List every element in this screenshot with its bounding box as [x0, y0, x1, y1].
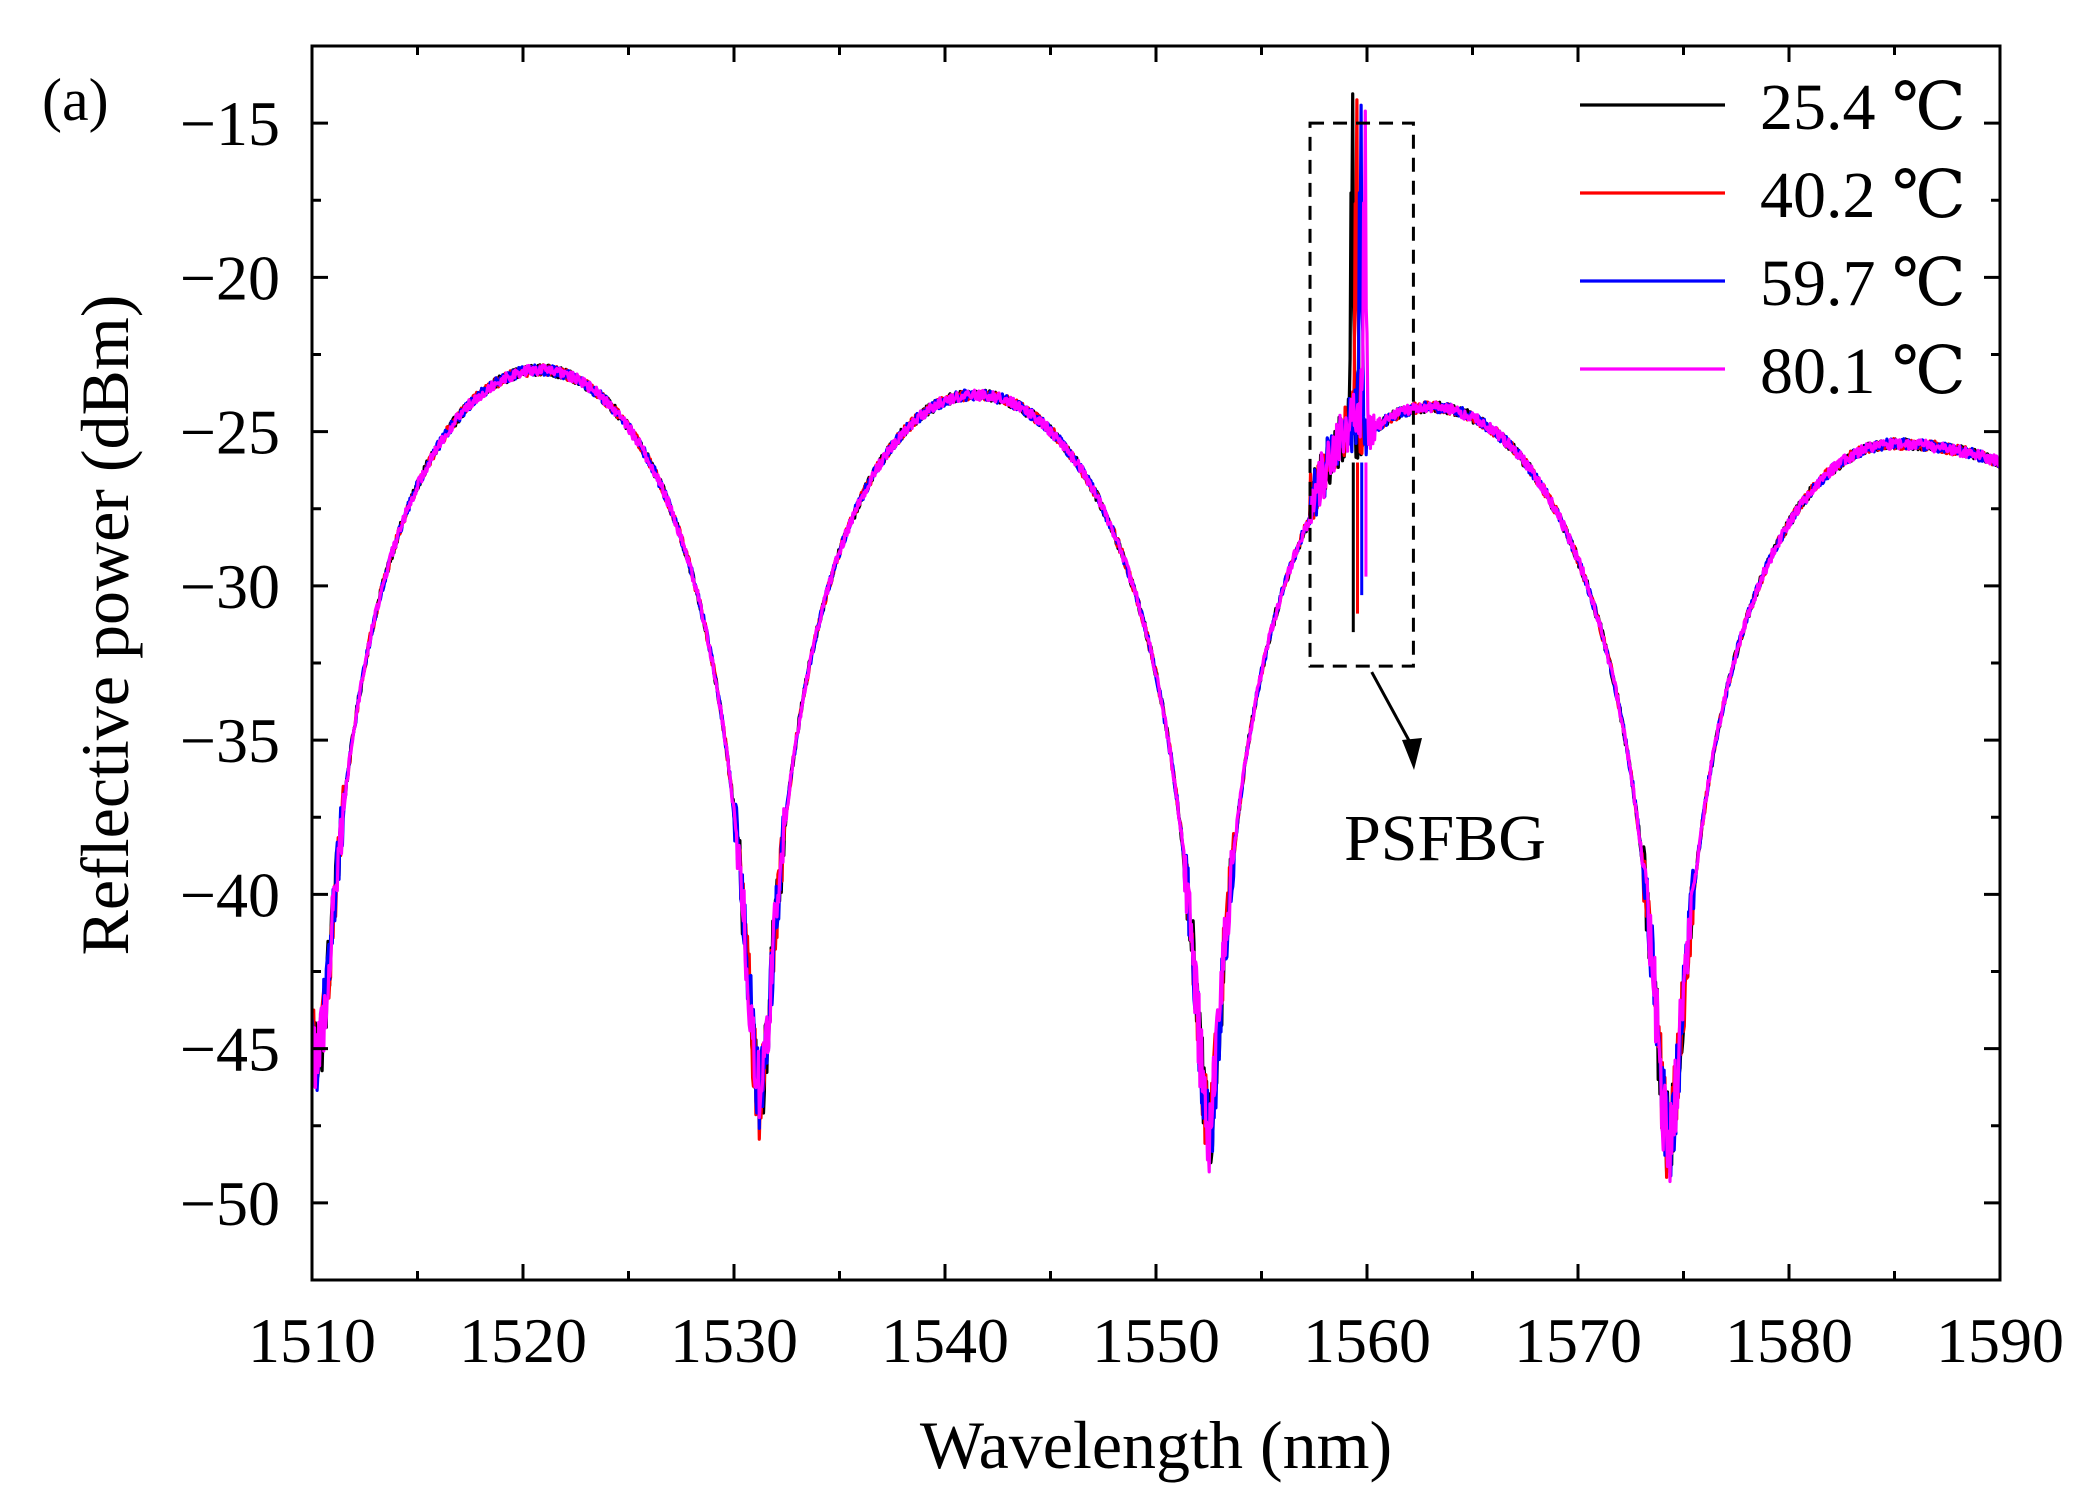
psfbg-highlight-box — [1308, 121, 1415, 668]
psfbg-annotation: PSFBG — [1308, 121, 1546, 875]
x-tick-label: 1520 — [459, 1305, 587, 1376]
x-tick-label: 1530 — [670, 1305, 798, 1376]
x-tick-label: 1560 — [1303, 1305, 1431, 1376]
series-layer — [312, 92, 2000, 1184]
y-tick-label: −30 — [180, 551, 280, 622]
x-tick-label: 1510 — [248, 1305, 376, 1376]
y-tick-label: −40 — [180, 859, 280, 930]
psfbg-arrow-shaft — [1370, 671, 1414, 747]
x-tick-label: 1550 — [1092, 1305, 1220, 1376]
series-line-4 — [312, 109, 2000, 1184]
legend-label-2: 40.2 ℃ — [1760, 159, 1966, 232]
legend: 25.4 ℃ 40.2 ℃ 59.7 ℃ 80.1 ℃ — [1580, 71, 1966, 408]
x-tick-label: 1570 — [1514, 1305, 1642, 1376]
legend-label-4: 80.1 ℃ — [1760, 335, 1966, 408]
legend-label-3: 59.7 ℃ — [1760, 247, 1966, 320]
y-tick-label: −25 — [180, 397, 280, 468]
psfbg-arrow-head — [1402, 738, 1422, 770]
y-tick-label: −45 — [180, 1014, 280, 1085]
axes: 1510 1520 1530 1540 1550 1560 1570 1580 1590 −15 −… — [180, 44, 2064, 1376]
y-tick-label: −35 — [180, 705, 280, 776]
x-tick-label: 1540 — [881, 1305, 1009, 1376]
x-tick-label: 1590 — [1936, 1305, 2064, 1376]
psfbg-label: PSFBG — [1344, 802, 1546, 875]
y-tick-label: −15 — [180, 88, 280, 159]
y-tick-label: −50 — [180, 1168, 280, 1239]
y-axis-title: Reflective power (dBm) — [67, 295, 143, 956]
x-tick-label: 1580 — [1725, 1305, 1853, 1376]
y-tick-label: −20 — [180, 242, 280, 313]
x-axis-title: Wavelength (nm) — [920, 1407, 1392, 1483]
panel-label: (a) — [42, 67, 109, 133]
legend-label-1: 25.4 ℃ — [1760, 71, 1966, 144]
